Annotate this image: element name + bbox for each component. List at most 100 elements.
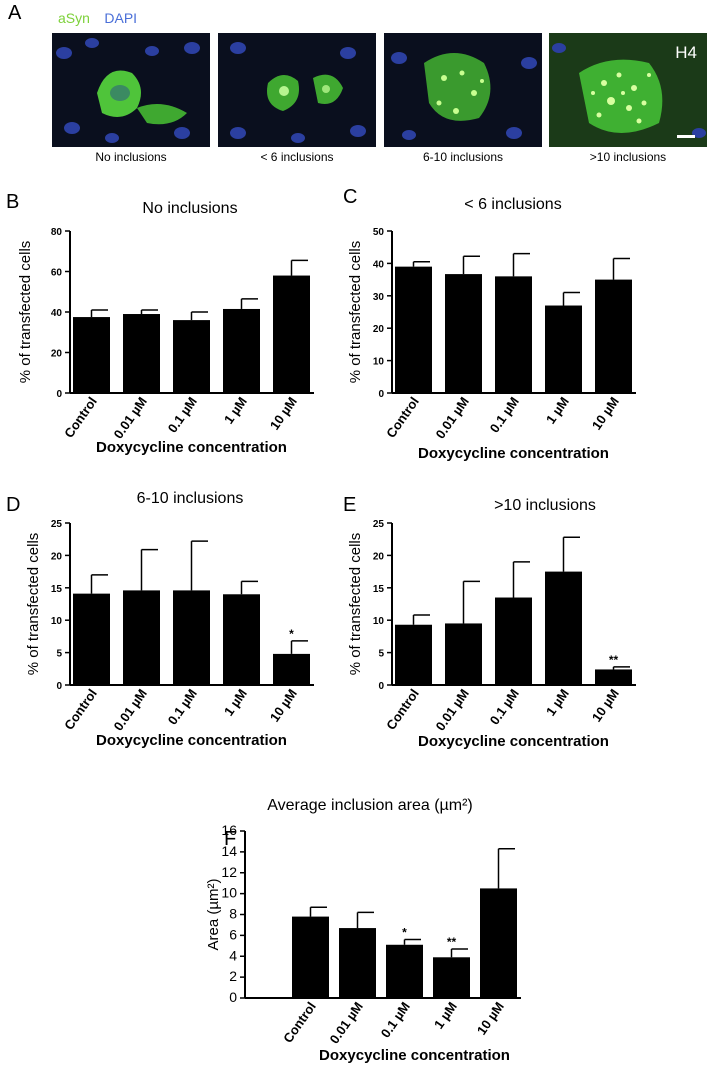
panel-e-bar bbox=[495, 597, 532, 685]
cell-line-label: H4 bbox=[675, 43, 697, 62]
panel-b-y-tick-label: 20 bbox=[51, 349, 63, 360]
panel-c-y-label: % of transfected cells bbox=[347, 241, 364, 384]
panel-f-bar bbox=[386, 944, 423, 998]
panel-f-x-tick-label: Control bbox=[280, 999, 319, 1045]
channel-legend: aSyn DAPI bbox=[58, 10, 147, 28]
panel-f-y-tick-label: 2 bbox=[229, 968, 237, 984]
panel-c-title: < 6 inclusions bbox=[464, 196, 561, 213]
panel-d-bar bbox=[223, 594, 260, 685]
micrograph-gt10-inclusions: H4 bbox=[549, 33, 707, 147]
panel-f-y-tick-label: 4 bbox=[229, 947, 237, 963]
panel-f-bar bbox=[480, 888, 517, 998]
panel-f-y-tick-label: 14 bbox=[221, 843, 237, 859]
panel-f-significance: * bbox=[402, 926, 407, 940]
panel-d-x-tick-label: 0.01 µM bbox=[111, 686, 150, 733]
panel-f-y-tick-label: 16 bbox=[221, 822, 237, 838]
panel-c-y-tick-label: 20 bbox=[373, 324, 385, 335]
panel-e-x-tick-label: 10 µM bbox=[589, 686, 622, 724]
panel-b-y-tick-label: 0 bbox=[56, 389, 62, 400]
panel-b-bar bbox=[173, 320, 210, 393]
panel-c-y-tick-label: 30 bbox=[373, 292, 385, 303]
panel-e-letter: E bbox=[343, 494, 356, 516]
legend-asyn: aSyn bbox=[58, 10, 90, 26]
panel-e-y-tick-label: 5 bbox=[378, 649, 384, 660]
panel-d-x-tick-label: 0.1 µM bbox=[165, 686, 200, 727]
micrograph-6to10-inclusions bbox=[384, 33, 542, 147]
panel-f-significance: ** bbox=[447, 935, 457, 949]
panel-c-y-tick-label: 0 bbox=[378, 389, 384, 400]
panel-letter-a: A bbox=[8, 2, 22, 24]
panel-d-y-tick-label: 25 bbox=[51, 519, 63, 530]
panel-d-bar bbox=[173, 590, 210, 685]
panel-f-y-tick-label: 12 bbox=[221, 864, 237, 880]
panel-d-bar bbox=[73, 593, 110, 685]
panel-f-bar bbox=[339, 928, 376, 998]
panel-b-y-label: % of transfected cells bbox=[17, 241, 34, 384]
panel-e-y-tick-label: 10 bbox=[373, 616, 385, 627]
panel-c-x-tick-label: Control bbox=[383, 394, 422, 440]
panel-c-bar bbox=[595, 279, 632, 393]
caption-no-inclusions: No inclusions bbox=[95, 150, 167, 164]
panel-c-x-tick-label: 1 µM bbox=[543, 394, 572, 426]
panel-f-x-tick-label: 0.01 µM bbox=[327, 999, 366, 1046]
legend-dapi: DAPI bbox=[104, 10, 138, 26]
panel-b-x-tick-label: Control bbox=[61, 394, 100, 440]
panel-b-bar bbox=[73, 317, 110, 393]
panel-f-x-tick-label: 1 µM bbox=[431, 999, 460, 1031]
panel-c-letter: C bbox=[343, 186, 357, 208]
panel-e-bar bbox=[595, 669, 632, 685]
panel-b-x-tick-label: 0.01 µM bbox=[111, 394, 150, 441]
panel-d-y-tick-label: 15 bbox=[51, 584, 63, 595]
panel-f-bar bbox=[292, 916, 329, 998]
panel-e-bar bbox=[395, 624, 432, 685]
panel-e-y-tick-label: 0 bbox=[378, 681, 384, 692]
panel-b-bar bbox=[273, 275, 310, 393]
panel-f-title: Average inclusion area (µm²) bbox=[267, 797, 472, 814]
panel-d-y-tick-label: 0 bbox=[56, 681, 62, 692]
panel-d-y-tick-label: 5 bbox=[56, 649, 62, 660]
panel-d-letter: D bbox=[6, 494, 20, 516]
panel-f-x-tick-label: 10 µM bbox=[474, 999, 507, 1037]
panel-e-x-tick-label: 0.01 µM bbox=[433, 686, 472, 733]
panel-f-x-label: Doxycycline concentration bbox=[319, 1047, 510, 1064]
micrograph-lt6-inclusions bbox=[218, 33, 376, 147]
panel-c-x-tick-label: 0.01 µM bbox=[433, 394, 472, 441]
panel-f-y-tick-label: 10 bbox=[221, 885, 237, 901]
panel-f-y-tick-label: 6 bbox=[229, 926, 237, 942]
panel-e-title: >10 inclusions bbox=[494, 497, 596, 514]
panel-d-bar bbox=[123, 590, 160, 685]
caption-lt6-inclusions: < 6 inclusions bbox=[260, 150, 334, 164]
panel-f-y-tick-label: 8 bbox=[229, 906, 237, 922]
panel-e-x-tick-label: 1 µM bbox=[543, 686, 572, 718]
panel-d-x-tick-label: 10 µM bbox=[267, 686, 300, 724]
panel-b-bar bbox=[123, 314, 160, 393]
panel-b-title: No inclusions bbox=[142, 200, 237, 217]
panel-c-bar bbox=[395, 266, 432, 393]
panel-d-title: 6-10 inclusions bbox=[137, 490, 244, 507]
panel-f-y-tick-label: 0 bbox=[229, 989, 237, 1005]
micrograph-no-inclusions bbox=[52, 33, 210, 147]
panel-b-x-tick-label: 10 µM bbox=[267, 394, 300, 432]
caption-gt10-inclusions: >10 inclusions bbox=[589, 150, 667, 164]
panel-b-bar bbox=[223, 308, 260, 393]
panel-b-letter: B bbox=[6, 191, 19, 213]
panel-e-y-tick-label: 15 bbox=[373, 584, 385, 595]
panel-d-significance: * bbox=[289, 627, 294, 641]
panel-d-x-tick-label: Control bbox=[61, 686, 100, 732]
panel-b-x-tick-label: 1 µM bbox=[221, 394, 250, 426]
panel-e-x-tick-label: 0.1 µM bbox=[487, 686, 522, 727]
panel-b-y-tick-label: 80 bbox=[51, 227, 63, 238]
panel-b-y-tick-label: 60 bbox=[51, 268, 63, 279]
panel-f-y-label: Area (µm²) bbox=[205, 879, 222, 951]
panel-b-x-label: Doxycycline concentration bbox=[96, 439, 287, 456]
panel-d-x-label: Doxycycline concentration bbox=[96, 732, 287, 749]
panel-c-bar bbox=[495, 276, 532, 393]
caption-6to10-inclusions: 6-10 inclusions bbox=[422, 150, 504, 164]
panel-c-x-tick-label: 0.1 µM bbox=[487, 394, 522, 435]
panel-f-bar bbox=[433, 957, 470, 998]
panel-e-bar bbox=[545, 571, 582, 685]
panel-b-x-tick-label: 0.1 µM bbox=[165, 394, 200, 435]
panel-c-bar bbox=[545, 305, 582, 393]
panel-e-y-label: % of transfected cells bbox=[347, 533, 364, 676]
panel-f-x-tick-label: 0.1 µM bbox=[378, 999, 413, 1040]
